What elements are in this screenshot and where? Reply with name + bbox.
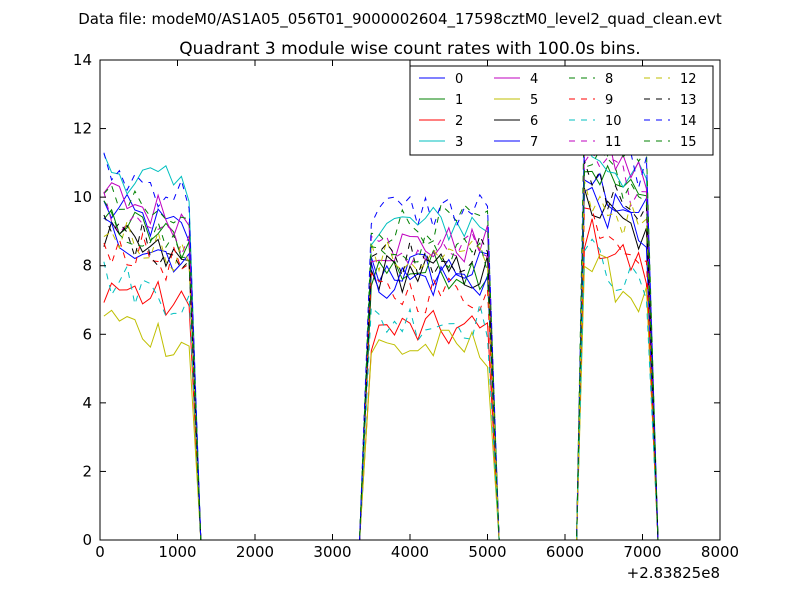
series-line-0 [103, 172, 659, 541]
legend-label-6: 6 [530, 114, 538, 129]
series-line-11 [103, 150, 659, 541]
x-tick-label: 2000 [236, 543, 274, 561]
series-line-5 [103, 253, 659, 541]
x-tick-label: 1000 [158, 543, 196, 561]
x-tick-label: 5000 [468, 543, 506, 561]
legend-label-15: 15 [680, 135, 697, 150]
series-line-1 [103, 164, 659, 541]
x-tick-label: 7000 [623, 543, 661, 561]
legend-label-13: 13 [680, 93, 697, 108]
legend-label-0: 0 [455, 72, 463, 87]
y-tick-label: 14 [73, 51, 92, 69]
legend-label-5: 5 [530, 93, 538, 108]
series-line-9 [103, 207, 659, 541]
series-line-6 [103, 188, 659, 541]
legend-label-14: 14 [680, 114, 697, 129]
legend-label-10: 10 [605, 114, 622, 129]
x-tick-label: 0 [95, 543, 105, 561]
x-tick-label: 4000 [391, 543, 429, 561]
y-tick-label: 8 [82, 257, 92, 275]
axes-layer: 0 1000 2000 3000 4000 5000 6000 7000 80000246810… [73, 51, 739, 561]
chart-title: Quadrant 3 module wise count rates with … [179, 39, 640, 59]
series-line-2 [103, 218, 659, 541]
x-tick-label: 6000 [546, 543, 584, 561]
legend-label-3: 3 [455, 135, 463, 150]
legend-label-8: 8 [605, 72, 613, 87]
figure-suptitle: Data file: modeM0/AS1A05_056T01_90000026… [78, 10, 722, 29]
y-tick-label: 0 [82, 531, 92, 549]
series-line-13 [103, 160, 659, 541]
y-tick-label: 6 [82, 325, 92, 343]
y-tick-label: 4 [82, 394, 92, 412]
series-line-10 [103, 238, 659, 541]
legend-label-1: 1 [455, 93, 463, 108]
legend-box [409, 65, 714, 156]
legend-label-7: 7 [530, 135, 538, 150]
legend-label-9: 9 [605, 93, 613, 108]
y-tick-label: 10 [73, 188, 92, 206]
series-line-8 [103, 105, 659, 541]
series-layer [103, 105, 659, 541]
legend-label-12: 12 [680, 72, 697, 87]
x-tick-label: 3000 [313, 543, 351, 561]
y-tick-label: 12 [73, 120, 92, 138]
x-tick-label: 8000 [701, 543, 739, 561]
legend-label-11: 11 [605, 135, 622, 150]
y-tick-label: 2 [82, 462, 92, 480]
legend-label-4: 4 [530, 72, 538, 87]
x-offset-label: +2.83825e8 [627, 564, 720, 582]
series-line-12 [103, 180, 659, 541]
series-line-3 [103, 137, 659, 541]
legend-label-2: 2 [455, 114, 463, 129]
series-line-14 [103, 120, 659, 541]
series-line-7 [103, 186, 659, 541]
